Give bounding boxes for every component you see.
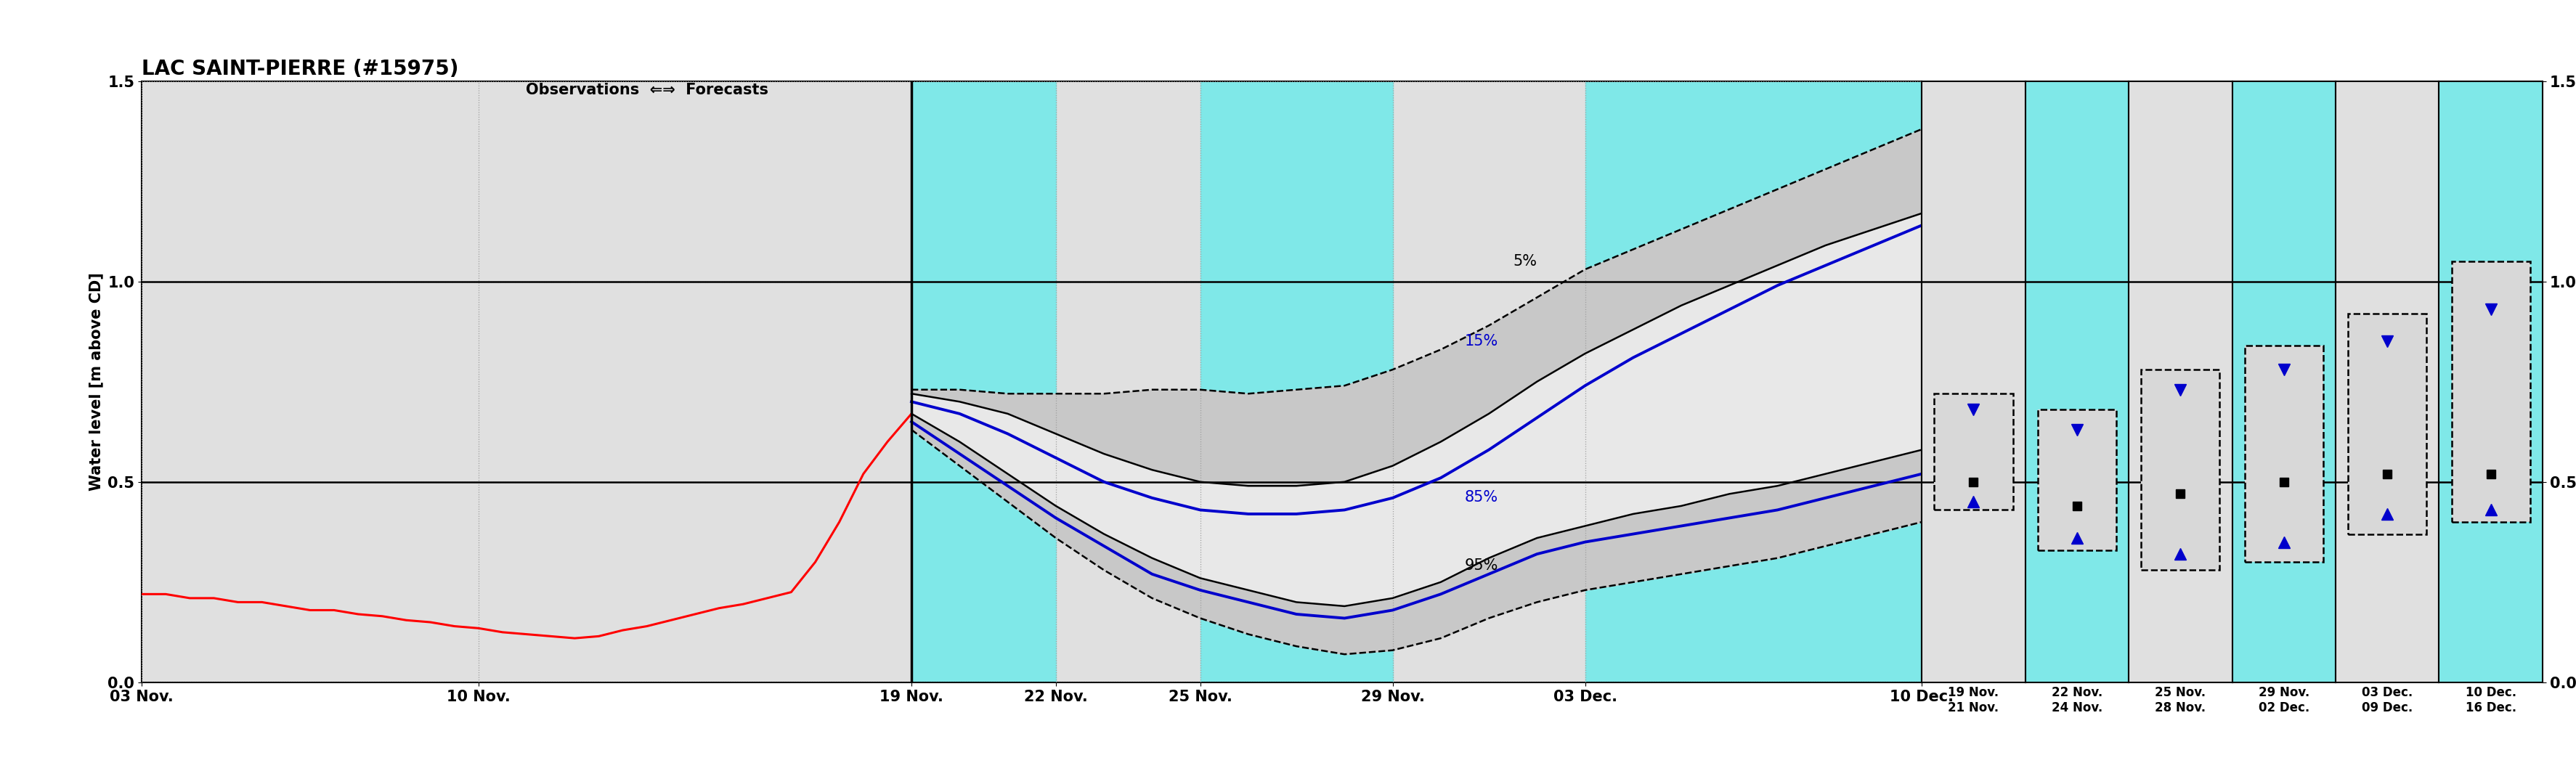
Bar xyxy=(2141,369,2221,570)
Bar xyxy=(912,81,1056,682)
Bar xyxy=(2244,345,2324,562)
Bar xyxy=(2244,345,2324,562)
X-axis label: 10 Dec.
16 Dec.: 10 Dec. 16 Dec. xyxy=(2465,686,2517,715)
X-axis label: 03 Dec.
09 Dec.: 03 Dec. 09 Dec. xyxy=(2362,686,2414,715)
Text: 95%: 95% xyxy=(1466,558,1499,573)
Text: 15%: 15% xyxy=(1466,334,1499,348)
Bar xyxy=(2452,261,2530,522)
Y-axis label: Water level [m above CD]: Water level [m above CD] xyxy=(90,272,103,491)
Bar xyxy=(1584,81,1922,682)
Bar xyxy=(2141,369,2221,570)
X-axis label: 29 Nov.
02 Dec.: 29 Nov. 02 Dec. xyxy=(2259,686,2311,715)
Bar xyxy=(2038,409,2117,550)
X-axis label: 19 Nov.
21 Nov.: 19 Nov. 21 Nov. xyxy=(1947,686,1999,715)
Bar xyxy=(1200,81,1394,682)
Text: Observations  ⇐⇒  Forecasts: Observations ⇐⇒ Forecasts xyxy=(526,82,768,97)
Text: LAC SAINT-PIERRE (#15975): LAC SAINT-PIERRE (#15975) xyxy=(142,59,459,79)
Bar xyxy=(1935,394,2012,510)
Text: 85%: 85% xyxy=(1466,490,1499,505)
Bar xyxy=(2349,314,2427,534)
X-axis label: 22 Nov.
24 Nov.: 22 Nov. 24 Nov. xyxy=(2050,686,2102,715)
Bar xyxy=(2038,409,2117,550)
Bar xyxy=(2349,314,2427,534)
Text: 5%: 5% xyxy=(1512,254,1538,268)
X-axis label: 25 Nov.
28 Nov.: 25 Nov. 28 Nov. xyxy=(2156,686,2205,715)
Bar xyxy=(2452,261,2530,522)
Bar xyxy=(1935,394,2012,510)
